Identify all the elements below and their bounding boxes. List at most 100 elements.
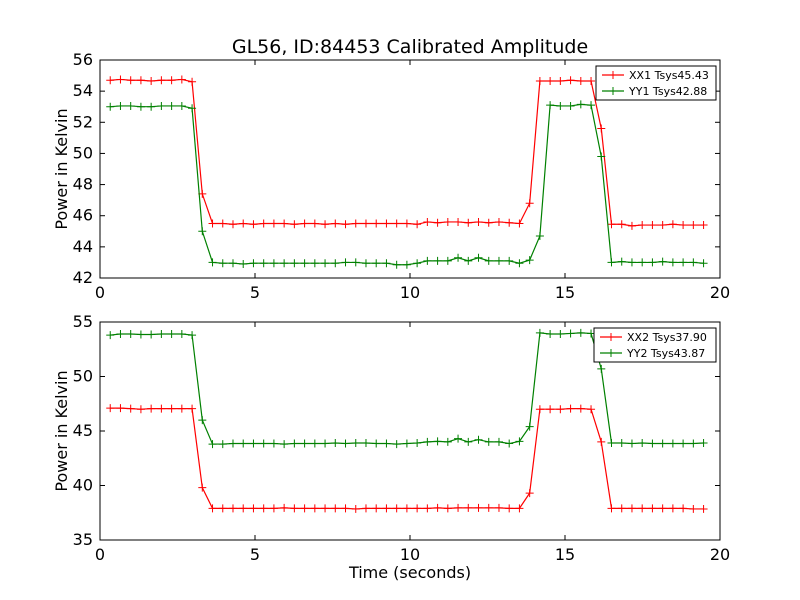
data-point (576, 77, 585, 86)
data-point (587, 77, 596, 86)
data-point (689, 258, 698, 267)
data-point (208, 219, 217, 228)
data-point (331, 259, 340, 268)
data-point (597, 364, 606, 373)
data-point (147, 77, 156, 86)
y-tick-label: 42 (73, 268, 93, 287)
data-point (638, 258, 647, 267)
data-point (116, 75, 125, 84)
data-point (443, 256, 452, 265)
data-point (136, 330, 145, 339)
data-point (433, 218, 442, 227)
data-point (372, 219, 381, 228)
data-point (106, 102, 115, 111)
data-point (321, 220, 330, 229)
data-point (525, 422, 534, 431)
data-point (198, 227, 207, 236)
data-point (689, 221, 698, 230)
y-tick-label: 55 (73, 312, 93, 331)
data-point (454, 434, 463, 443)
legend-marker (607, 349, 615, 357)
data-point (546, 329, 555, 338)
y-tick-label: 44 (73, 237, 93, 256)
data-point (188, 104, 197, 113)
data-point (648, 258, 657, 267)
data-point (505, 439, 514, 448)
data-point (218, 219, 227, 228)
data-point (566, 101, 575, 110)
data-point (535, 77, 544, 86)
data-point (597, 152, 606, 161)
x-tick-label: 0 (95, 283, 105, 302)
data-point (361, 259, 370, 268)
bottom-chart: Time (seconds) Power in Kelvin 0 5 10 15 20 3… (52, 312, 730, 582)
data-point (218, 259, 227, 268)
data-point (566, 404, 575, 413)
data-point (597, 124, 606, 133)
data-point (269, 259, 278, 268)
data-point (341, 504, 350, 513)
data-point (321, 259, 330, 268)
y-tick-label: 45 (73, 421, 93, 440)
data-point (218, 440, 227, 449)
data-point (627, 439, 636, 448)
data-point (658, 439, 667, 448)
data-point (116, 329, 125, 338)
data-point (167, 404, 176, 413)
legend-label: XX1 Tsys45.43 (629, 69, 709, 82)
data-point (392, 219, 401, 228)
data-point (525, 489, 534, 498)
data-point (290, 439, 299, 448)
data-point (188, 77, 197, 86)
data-point (494, 503, 503, 512)
data-point (423, 504, 432, 513)
data-point (228, 439, 237, 448)
data-point (556, 77, 565, 86)
data-point (341, 258, 350, 267)
y-tick-label: 40 (73, 476, 93, 495)
data-point (331, 219, 340, 228)
data-point (535, 231, 544, 240)
data-point (679, 504, 688, 513)
data-point (576, 328, 585, 337)
data-point (280, 259, 289, 268)
data-point (239, 259, 248, 268)
data-point (136, 102, 145, 111)
data-point (310, 259, 319, 268)
data-point (259, 219, 268, 228)
data-point (576, 404, 585, 413)
data-point (474, 253, 483, 262)
data-point (443, 437, 452, 446)
data-point (228, 504, 237, 513)
data-point (372, 504, 381, 513)
data-point (658, 504, 667, 513)
data-point (515, 259, 524, 268)
data-point (617, 504, 626, 513)
data-point (433, 256, 442, 265)
legend-box (595, 65, 717, 101)
data-point (147, 330, 156, 339)
data-point (454, 503, 463, 512)
y-tick-label: 54 (73, 81, 93, 100)
data-point (259, 439, 268, 448)
data-point (617, 257, 626, 266)
data-point (382, 504, 391, 513)
data-point (188, 331, 197, 340)
data-point (638, 504, 647, 513)
x-tick-label: 10 (400, 283, 420, 302)
data-point (351, 219, 360, 228)
data-point (433, 437, 442, 446)
data-point (351, 258, 360, 267)
data-point (106, 404, 115, 413)
series-2 (106, 328, 708, 449)
data-point (413, 220, 422, 229)
data-point (587, 101, 596, 110)
data-point (290, 220, 299, 229)
data-point (423, 437, 432, 446)
data-point (300, 439, 309, 448)
data-point (699, 438, 708, 447)
data-point (474, 435, 483, 444)
y-tick-label: 50 (73, 143, 93, 162)
legend-label: YY1 Tsys42.88 (628, 85, 707, 98)
data-point (198, 416, 207, 425)
